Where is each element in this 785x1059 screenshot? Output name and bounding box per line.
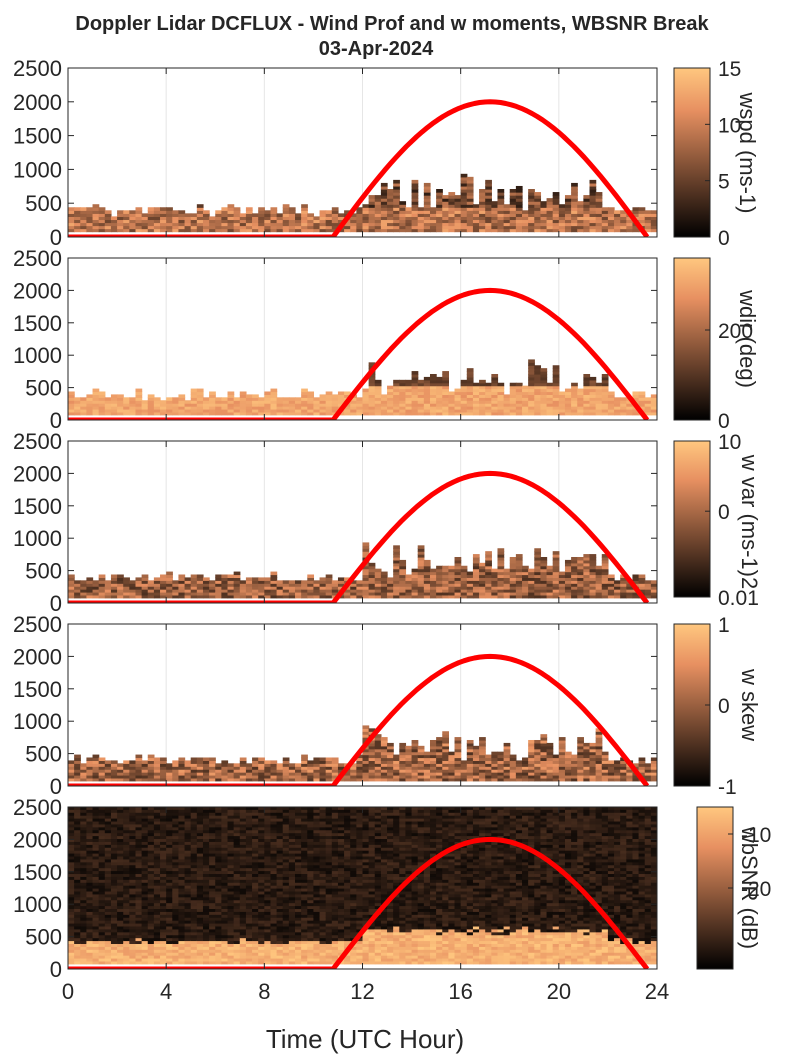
colorbar-label: wdir (deg) — [735, 289, 760, 388]
y-tick-label: 2500 — [13, 795, 62, 820]
x-tick-label: 24 — [645, 979, 669, 1004]
colorbar-tick-label: 0 — [718, 227, 730, 250]
y-tick-label: 2500 — [13, 612, 62, 637]
colorbar-tick-label: -10 — [741, 824, 771, 847]
colorbar-tick-label: 10 — [718, 431, 741, 454]
heatmap-cells — [68, 359, 657, 416]
y-tick-label: 1500 — [13, 311, 62, 336]
panel-w-var: 0 500 1000 1500 2000 2500 0.01 0 10w var (ms-1)2 — [13, 429, 762, 616]
y-tick-label: 0 — [50, 591, 62, 616]
y-tick-label: 0 — [50, 225, 62, 250]
overlay-line — [68, 836, 650, 969]
y-tick-label: 1000 — [13, 526, 62, 551]
colorbar-label: wbSNR (dB) — [737, 826, 762, 949]
colorbar-tick-label: 1 — [718, 614, 730, 637]
y-tick-label: 500 — [25, 559, 62, 584]
x-axis-label: Time (UTC Hour) — [266, 1024, 464, 1054]
colorbar-tick-label: -1 — [718, 776, 737, 799]
y-tick-label: 2000 — [13, 278, 62, 303]
y-tick-label: 500 — [25, 376, 62, 401]
y-tick-label: 1500 — [13, 860, 62, 885]
y-tick-label: 2500 — [13, 246, 62, 271]
colorbar — [673, 67, 711, 238]
x-tick-label: 4 — [160, 979, 172, 1004]
colorbar-tick-label: 0 — [718, 501, 730, 524]
colorbar-label: w skew — [737, 668, 762, 741]
colorbar-tick-label: 15 — [718, 58, 741, 81]
x-tick-label: 8 — [258, 979, 270, 1004]
y-tick-label: 0 — [50, 408, 62, 433]
y-tick-label: 500 — [25, 191, 62, 216]
colorbar-tick-label: 0.01 — [718, 587, 759, 610]
overlay-line — [68, 287, 650, 420]
x-tick-label: 0 — [62, 979, 74, 1004]
heatmap-cells — [68, 807, 657, 965]
figure-title: Doppler Lidar DCFLUX - Wind Prof and w m… — [75, 13, 709, 35]
y-tick-label: 2000 — [13, 827, 62, 852]
overlay-line — [68, 653, 650, 786]
y-tick-label: 0 — [50, 774, 62, 799]
colorbar-tick-label: 200 — [718, 320, 753, 343]
heatmap-cells — [68, 542, 657, 599]
overlay-line — [68, 470, 650, 603]
heatmap-cells — [68, 725, 657, 782]
colorbar-tick-label: -20 — [741, 878, 771, 901]
x-tick-label: 12 — [350, 979, 374, 1004]
panel-wbSNR: 0 500 1000 1500 2000 2500 0 4 8 12 16 20 24 -20 -10wbS… — [13, 795, 771, 1004]
y-tick-label: 0 — [50, 957, 62, 982]
overlay-line — [68, 99, 650, 237]
colorbar — [673, 440, 711, 598]
y-tick-label: 1000 — [13, 343, 62, 368]
y-tick-label: 1000 — [13, 892, 62, 917]
colorbar-tick-label: 5 — [718, 171, 730, 194]
x-tick-label: 20 — [547, 979, 571, 1004]
colorbar — [696, 806, 734, 970]
panel-wspd: 0 500 1000 1500 2000 2500 0 5 10 15 wspd (ms-1) — [13, 56, 760, 250]
colorbar — [673, 623, 711, 787]
y-tick-label: 2000 — [13, 90, 62, 115]
y-tick-label: 1000 — [13, 709, 62, 734]
y-tick-label: 500 — [25, 742, 62, 767]
figure-subtitle: 03-Apr-2024 — [319, 38, 434, 60]
heatmap-cells — [68, 173, 657, 233]
y-tick-label: 500 — [25, 925, 62, 950]
colorbar-tick-label: 0 — [718, 410, 730, 433]
y-tick-label: 2000 — [13, 644, 62, 669]
colorbar-label: wspd (ms-1) — [735, 91, 760, 213]
y-tick-label: 1500 — [13, 494, 62, 519]
y-tick-label: 2000 — [13, 461, 62, 486]
y-tick-label: 2500 — [13, 429, 62, 454]
x-tick-label: 16 — [448, 979, 472, 1004]
colorbar — [673, 257, 711, 421]
colorbar-label: w var (ms-1)2 — [737, 454, 762, 589]
y-tick-label: 1500 — [13, 677, 62, 702]
panel-w-skew: 0 500 1000 1500 2000 2500 -1 0 1 w skew — [13, 612, 762, 799]
y-tick-label: 1000 — [13, 157, 62, 182]
y-tick-label: 2500 — [13, 56, 62, 81]
colorbar-tick-label: 10 — [718, 114, 741, 137]
colorbar-tick-label: 0 — [718, 695, 730, 718]
y-tick-label: 1500 — [13, 124, 62, 149]
